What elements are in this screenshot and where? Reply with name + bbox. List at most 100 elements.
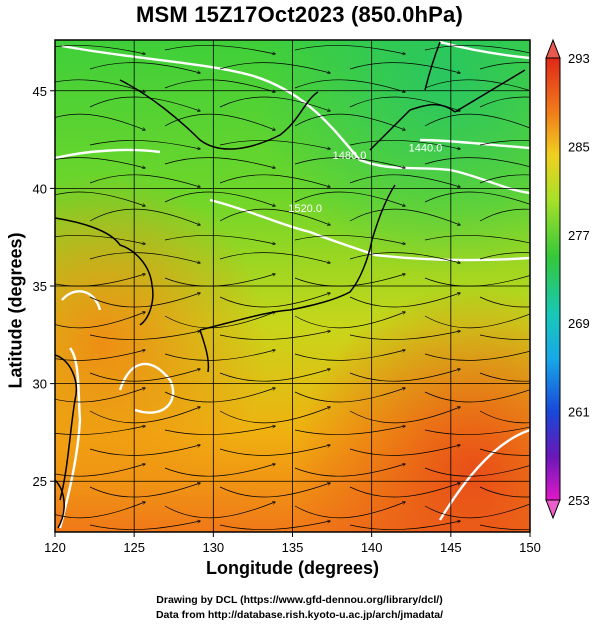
x-axis-label: Longitude (degrees) — [205, 558, 379, 578]
streamline — [164, 157, 275, 168]
streamline — [55, 464, 145, 477]
streamline — [294, 113, 405, 130]
colorbar-label: 277 — [568, 228, 590, 243]
streamline — [294, 191, 405, 206]
streamline — [479, 448, 530, 456]
streamline — [424, 113, 530, 129]
streamline — [89, 96, 200, 111]
contour-line — [118, 362, 175, 414]
streamline — [164, 464, 275, 477]
streamline — [164, 312, 275, 329]
coastline-hokkaido — [369, 103, 456, 151]
streamline — [424, 503, 530, 519]
x-tick-label: 120 — [44, 540, 66, 555]
x-tick-label: 150 — [519, 540, 541, 555]
streamline — [219, 208, 330, 225]
x-tick-label: 130 — [202, 540, 224, 555]
colorbar-body — [545, 57, 561, 501]
streamline — [89, 407, 200, 424]
streamline — [349, 208, 460, 225]
y-tick-label: 25 — [33, 474, 47, 489]
y-axis-ticks: 25 30 35 40 45 — [33, 84, 55, 489]
coastline-kurils — [454, 69, 526, 113]
contour-line — [61, 44, 530, 195]
streamline — [164, 79, 275, 92]
streamline — [349, 62, 460, 73]
streamline — [89, 483, 200, 498]
coastlines — [55, 41, 526, 529]
streamline — [479, 524, 530, 530]
map-title: MSM 15Z17Oct2023 (850.0hPa) — [136, 2, 463, 27]
x-tick-label: 140 — [361, 540, 383, 555]
streamline — [294, 312, 405, 329]
streamline — [164, 191, 275, 206]
streamline — [89, 62, 200, 73]
streamline — [294, 464, 405, 477]
streamline — [219, 445, 330, 456]
streamline — [479, 174, 530, 184]
streamline — [294, 235, 405, 244]
x-axis-ticks: 120 125 130 135 140 145 150 — [44, 532, 541, 555]
streamline — [89, 369, 200, 382]
streamline — [294, 45, 405, 54]
streamline — [89, 445, 200, 456]
x-tick-label: 125 — [123, 540, 145, 555]
streamline — [479, 296, 530, 308]
coastline-sakhalin — [424, 41, 441, 91]
streamline — [89, 293, 200, 308]
streamline — [89, 174, 200, 187]
streamline — [424, 426, 530, 435]
streamline — [164, 350, 275, 361]
streamline — [294, 79, 405, 92]
coastline-japan-honshu — [199, 184, 396, 331]
streamline — [479, 140, 530, 146]
streamline — [349, 521, 460, 530]
streamline — [424, 235, 530, 244]
streamline — [349, 407, 460, 424]
contour-line — [439, 40, 530, 60]
streamline — [219, 483, 330, 498]
streamline — [219, 369, 330, 382]
streamline — [219, 96, 330, 111]
contour-labels: 1480.0 1440.0 1520.0 — [288, 142, 442, 215]
streamline — [349, 445, 460, 456]
streamline — [219, 140, 330, 149]
streamline — [349, 483, 460, 498]
coastline-china-east — [55, 354, 77, 501]
streamline — [424, 313, 530, 329]
streamline — [479, 208, 530, 222]
coastline-china-north — [119, 79, 319, 150]
streamline — [479, 372, 530, 382]
streamline — [424, 465, 530, 477]
streamline — [349, 369, 460, 382]
streamline — [424, 79, 530, 91]
streamline — [424, 350, 530, 361]
streamline — [219, 293, 330, 308]
streamline — [164, 113, 275, 130]
y-tick-label: 45 — [33, 84, 47, 99]
credit-data: Data from http://database.rish.kyoto-u.a… — [155, 609, 444, 621]
streamline — [55, 45, 145, 54]
contour-line — [61, 290, 102, 311]
streamline — [55, 113, 145, 130]
streamline — [424, 157, 530, 168]
streamline — [349, 252, 460, 263]
streamline — [294, 157, 405, 168]
streamline — [89, 140, 200, 149]
y-tick-label: 30 — [33, 377, 47, 392]
coastline-korea — [55, 217, 154, 326]
y-axis-label: Latitude (degrees) — [5, 232, 26, 389]
streamline — [55, 312, 145, 329]
streamline — [294, 350, 405, 361]
contour-line — [209, 198, 530, 262]
streamline — [424, 191, 530, 205]
streamline — [294, 388, 405, 403]
streamline — [219, 407, 330, 424]
streamline — [349, 174, 460, 187]
wind-streamlines — [55, 45, 530, 530]
streamline — [349, 331, 460, 340]
streamline — [164, 502, 275, 519]
y-tick-label: 40 — [33, 181, 47, 196]
colorbar-label: 285 — [568, 139, 590, 154]
